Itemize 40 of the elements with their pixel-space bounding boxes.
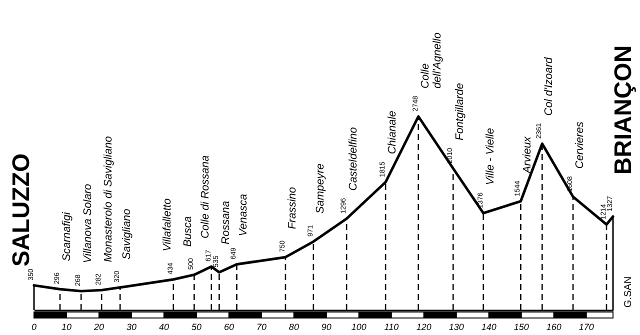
- annotation: Villafalletto: [161, 198, 174, 252]
- x-tick-label: 0: [31, 322, 37, 332]
- x-tick-label: 170: [578, 322, 594, 332]
- x-tick-label: 70: [256, 322, 266, 332]
- annotation: Chianale: [386, 110, 399, 154]
- x-tick-label: 130: [448, 322, 464, 332]
- x-tick-label: 140: [481, 322, 496, 332]
- x-tick-label: 160: [546, 322, 562, 332]
- x-tick-label: 110: [384, 322, 399, 332]
- annotation: Fontgillarde: [454, 82, 466, 140]
- annotation: Monasterolo di Savigliano: [102, 136, 115, 262]
- x-tick-label: 90: [321, 322, 332, 332]
- annotation: BRIANÇON: [610, 45, 637, 175]
- x-tick-label: 50: [191, 322, 202, 332]
- annotation: Casteldelfino: [348, 127, 360, 191]
- annotation: SALUZZO: [8, 153, 35, 267]
- text: G.SAN: [623, 276, 634, 308]
- annotation: Rossana: [220, 200, 232, 244]
- annotation: Villanova Solaro: [82, 184, 94, 264]
- annotation: Ville - Vielle: [484, 128, 496, 186]
- x-tick-label: 100: [351, 322, 366, 332]
- annotation: Colle di Rossana: [199, 155, 212, 239]
- annotation: Cervieres: [574, 121, 586, 169]
- annotation: Savigliano: [121, 208, 134, 260]
- annotation: Busca: [182, 216, 194, 247]
- annotation: Scarnafigi: [60, 212, 73, 262]
- annotation: Sampeyre: [314, 163, 326, 214]
- x-tick-label: 30: [126, 322, 136, 332]
- annotation: Arvieux: [522, 136, 534, 174]
- x-tick-label: 40: [158, 322, 169, 332]
- x-tick-label: 120: [416, 322, 432, 332]
- x-tick-label: 150: [514, 322, 529, 332]
- x-tick-label: 10: [61, 322, 72, 332]
- annotation: Frassino: [286, 186, 298, 230]
- x-tick-label: 80: [288, 322, 299, 332]
- annotation: Venasca: [238, 194, 250, 236]
- x-tick-label: 20: [92, 322, 104, 332]
- x-tick-label: 60: [224, 322, 234, 332]
- annotation: Col d'Izoard: [543, 56, 556, 116]
- annotation: Colle dell'Agnello: [419, 32, 444, 88]
